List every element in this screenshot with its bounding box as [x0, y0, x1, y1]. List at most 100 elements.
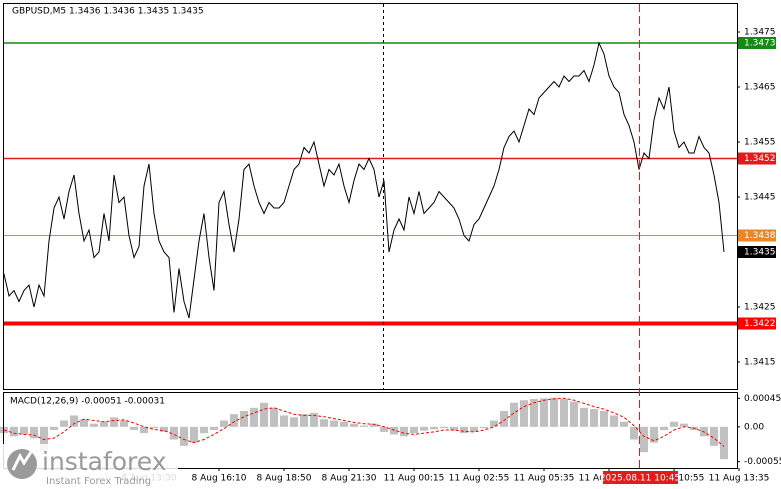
macd-bar [380, 426, 388, 432]
macd-bar [500, 411, 508, 427]
macd-bar [400, 426, 408, 437]
macd-bar [640, 426, 648, 453]
macd-bar [460, 426, 468, 434]
macd-bar [80, 419, 88, 427]
macd-bar [300, 414, 308, 427]
macd-bar [120, 420, 128, 427]
tagline: Instant Forex Trading [46, 476, 151, 487]
macd-bar [190, 426, 198, 443]
macd-bar [450, 426, 458, 431]
macd-bar [470, 426, 478, 432]
macd-bar [600, 411, 608, 427]
macd-pane: 0.00045 0.00 -0.00055 [0, 394, 781, 467]
macd-bar [410, 426, 418, 434]
x-tick-label: 11 Aug 05:35 [514, 474, 575, 484]
macd-bar [420, 426, 428, 431]
macd-bar [330, 420, 338, 427]
level-label: 1.3473 [744, 39, 776, 49]
level-label: 1.3438 [744, 231, 776, 241]
macd-title: MACD(12,26,9) -0.00051 -0.00031 [10, 397, 165, 407]
y-tick-label: -0.00055 [744, 457, 781, 467]
macd-bar [390, 426, 398, 435]
level-label: 1.3422 [744, 319, 776, 329]
macd-bar [60, 420, 68, 427]
macd-bar [290, 417, 298, 427]
brand: instaforex [42, 447, 167, 476]
level-label: 1.3452 [744, 154, 776, 164]
macd-bar [620, 421, 628, 427]
macd-bar [170, 426, 178, 440]
cursor-tag [603, 471, 678, 484]
y-tick-label: 1.3475 [744, 28, 776, 38]
macd-bar [110, 417, 118, 427]
price-pane: 1.3475 1.3465 1.3455 1.3445 1.3435 1.3425 1.34… [3, 28, 776, 368]
macd-bar [100, 421, 108, 427]
macd-bar [230, 414, 238, 427]
macd-bar [660, 426, 668, 430]
macd-bar [680, 423, 688, 427]
last-price-tag [738, 246, 776, 258]
macd-bar [250, 407, 258, 427]
macd-bar [720, 426, 728, 460]
cursor-time: 2025.08.11 10:45 [600, 474, 680, 484]
macd-bar [360, 425, 368, 427]
macd-bar [220, 420, 228, 427]
macd-bar [20, 426, 28, 435]
x-tick-label: 8 Aug 21:30 [322, 474, 377, 484]
x-tick-label: 8 Aug 16:10 [192, 474, 247, 484]
price-frame [3, 3, 738, 390]
macd-bar [130, 426, 138, 430]
macd-bar [200, 426, 208, 434]
macd-bar [180, 426, 188, 446]
macd-bar [710, 426, 718, 446]
macd-bar [590, 409, 598, 427]
macd-bar [580, 407, 588, 427]
macd-bar [210, 426, 218, 430]
y-tick-label: 1.3455 [744, 138, 776, 148]
macd-bar [370, 423, 378, 427]
level-tag [738, 152, 776, 165]
y-tick-label: 0.00045 [744, 394, 781, 404]
macd-bar [490, 420, 498, 427]
macd-bar [70, 415, 78, 427]
x-tick-label: 11 Aug 02:55 [449, 474, 510, 484]
signal-line [3, 397, 725, 447]
y-tick-label: 1.3445 [744, 193, 776, 203]
logo-mark [11, 451, 33, 471]
macd-bar [150, 426, 158, 429]
macd-bar [530, 398, 538, 427]
y-tick-label: 1.3415 [744, 358, 776, 368]
macd-bar [550, 397, 558, 427]
macd-bar [340, 421, 348, 427]
macd-bar [320, 419, 328, 427]
logo-icon [7, 449, 37, 479]
macd-bar [350, 423, 358, 427]
chart-title: GBPUSD,M5 1.3436 1.3436 1.3435 1.3435 [12, 7, 204, 17]
last-price-label: 1.3435 [744, 248, 776, 258]
macd-bar [610, 415, 618, 427]
macd-bar [520, 400, 528, 427]
macd-bar [430, 426, 438, 430]
macd-bar [570, 401, 578, 427]
macd-bar [540, 398, 548, 427]
x-tick-label: 8 Aug 18:50 [257, 474, 312, 484]
macd-bar [630, 426, 638, 440]
macd-frame [3, 392, 738, 469]
macd-bar [310, 412, 318, 427]
macd-bar [480, 426, 488, 429]
macd-bar [30, 426, 38, 439]
y-tick-label: 1.3465 [744, 83, 776, 93]
macd-bar [260, 402, 268, 427]
macd-bar [50, 426, 58, 430]
y-tick-label: 0.00 [744, 422, 764, 432]
macd-bar [270, 407, 278, 427]
macd-bar [440, 426, 448, 429]
macd-bar [280, 415, 288, 427]
macd-bar [560, 398, 568, 427]
y-tick-label: 1.3425 [744, 303, 776, 313]
x-tick-label: 11 Aug 00:15 [384, 474, 445, 484]
macd-bar [510, 402, 518, 427]
macd-bar [240, 411, 248, 427]
macd-bar [650, 426, 658, 443]
